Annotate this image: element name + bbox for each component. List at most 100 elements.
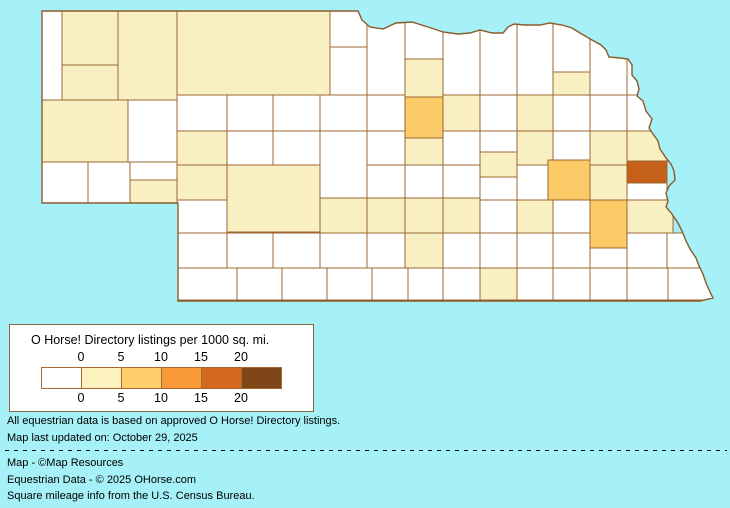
county-cell: [366, 130, 406, 166]
county-cell: [442, 197, 481, 234]
county-cell: [552, 71, 591, 96]
county-cell: [61, 64, 119, 101]
county-cell: [226, 94, 274, 132]
county-cell: [479, 267, 518, 301]
county-cell: [404, 232, 444, 269]
nebraska-county-map: [41, 10, 715, 302]
footnote-map-credit: Map - ©Map Resources: [7, 457, 124, 469]
county-cell: [626, 182, 668, 201]
county-cell: [366, 94, 406, 132]
county-cell: [552, 130, 591, 161]
footnotes: All equestrian data is based on approved…: [5, 413, 727, 505]
county-cell: [626, 11, 668, 96]
legend-color-swatch: [202, 368, 242, 388]
county-cell: [319, 232, 368, 269]
county-cell: [319, 94, 368, 132]
county-cell: [479, 176, 518, 201]
legend-tick-label: 0: [77, 350, 85, 364]
county-cell: [404, 164, 444, 199]
county-cell: [326, 267, 373, 301]
footnote-equestrian-credit: Equestrian Data - © 2025 OHorse.com: [7, 473, 197, 486]
county-cell: [176, 130, 228, 166]
county-cell: [516, 130, 554, 166]
county-cell: [404, 137, 444, 166]
county-cell: [589, 267, 628, 301]
dashed-divider: [5, 450, 727, 452]
legend-box: O Horse! Directory listings per 1000 sq.…: [9, 324, 314, 412]
county-cell: [272, 232, 321, 269]
legend-tick-label: 5: [117, 350, 125, 364]
county-cell: [319, 197, 368, 234]
county-cell: [404, 58, 444, 98]
county-cell: [176, 11, 331, 96]
county-cell: [371, 267, 409, 301]
county-cell: [407, 267, 444, 301]
county-cell: [176, 94, 228, 132]
county-cell: [516, 94, 554, 132]
county-cell: [442, 232, 481, 269]
county-cell: [404, 11, 444, 60]
legend-tick-label: 0: [77, 391, 85, 405]
legend-color-swatch: [242, 368, 281, 388]
county-cell: [272, 94, 321, 132]
legend-ticks-bottom: 0 5 10 15 20: [10, 391, 313, 405]
county-cell: [127, 99, 178, 163]
county-cell: [516, 199, 554, 234]
legend-tick-label: 15: [194, 350, 208, 364]
legend-title: O Horse! Directory listings per 1000 sq.…: [31, 333, 270, 347]
county-cell: [442, 11, 481, 96]
county-cell: [329, 11, 368, 48]
county-cell: [42, 11, 63, 101]
county-cell: [404, 96, 444, 139]
legend-color-swatch: [42, 368, 82, 388]
county-cell: [87, 161, 131, 204]
county-cell: [626, 232, 674, 269]
county-cell: [176, 232, 228, 269]
county-cell: [226, 164, 321, 233]
county-cell: [479, 199, 518, 234]
county-cell: [552, 199, 591, 234]
county-cell: [589, 199, 628, 249]
county-cell: [442, 267, 481, 301]
county-cell: [626, 267, 669, 301]
footnote-data-source: All equestrian data is based on approved…: [7, 415, 341, 427]
county-cell: [329, 46, 368, 96]
county-cell: [626, 130, 668, 162]
legend-tick-label: 10: [154, 391, 168, 405]
county-cell: [547, 159, 591, 201]
county-cell: [589, 94, 628, 132]
county-cell: [129, 179, 178, 204]
county-cell: [479, 130, 518, 153]
county-cell: [366, 232, 406, 269]
county-cell: [516, 232, 554, 269]
county-cell: [366, 197, 406, 234]
county-cell: [176, 164, 228, 201]
county-cell: [666, 232, 713, 269]
county-cell: [42, 161, 89, 204]
county-cell: [117, 11, 178, 101]
legend-color-swatch: [82, 368, 122, 388]
county-cell: [552, 267, 591, 301]
county-cell: [176, 267, 238, 301]
county-cell: [552, 94, 591, 132]
county-cell: [552, 11, 591, 73]
legend-tick-label: 5: [117, 391, 125, 405]
legend-tick-label: 20: [234, 391, 248, 405]
county-cell: [516, 267, 554, 301]
county-cell: [366, 11, 406, 96]
county-cell: [176, 199, 228, 234]
legend-ticks-top: 0 5 10 15 20: [10, 350, 313, 364]
legend-color-bar: [41, 367, 282, 389]
footnote-last-updated: Map last updated on: October 29, 2025: [7, 431, 198, 444]
county-cell: [552, 232, 591, 269]
county-cell: [281, 267, 328, 301]
county-cell: [366, 164, 406, 199]
county-cell: [272, 130, 321, 166]
county-cell: [226, 130, 274, 166]
county-cell: [589, 247, 628, 269]
county-cell: [589, 164, 628, 201]
county-cell: [319, 130, 368, 199]
footnote-census-credit: Square mileage info from the U.S. Census…: [7, 490, 255, 502]
